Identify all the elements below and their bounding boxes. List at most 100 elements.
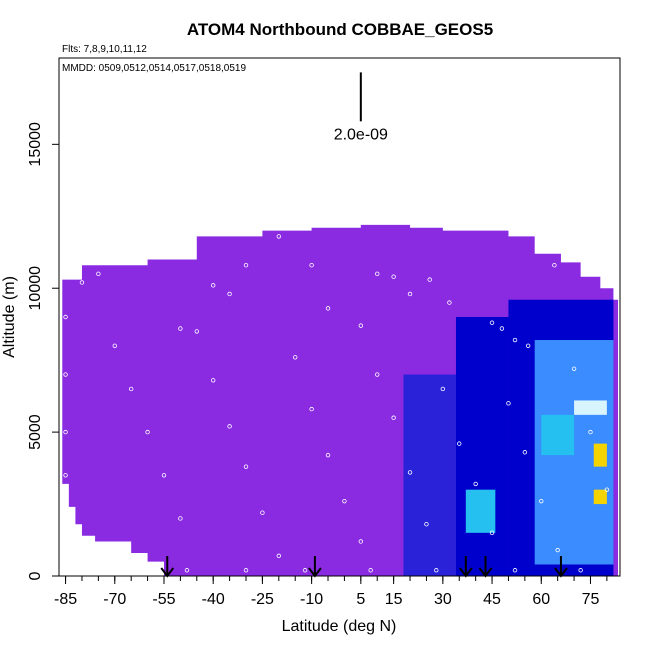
sample-point (243, 464, 249, 469)
x-tick-label: 5 (356, 591, 365, 608)
sample-point (63, 314, 68, 320)
sample-point (178, 326, 183, 331)
sample-point (276, 553, 282, 559)
sample-point (525, 343, 531, 348)
sample-point (184, 568, 190, 573)
sample-point (63, 429, 68, 435)
sample-point (473, 481, 478, 487)
sample-point (325, 306, 331, 311)
sample-point (375, 372, 380, 377)
sample-point (447, 300, 452, 305)
x-tick-label: -55 (152, 591, 175, 608)
sample-point (571, 366, 577, 371)
sample-point (407, 470, 413, 475)
x-tick-label: -25 (251, 591, 274, 608)
x-tick-label: -10 (300, 591, 323, 608)
sample-point (128, 386, 134, 392)
x-tick-label: -40 (202, 591, 225, 608)
sample-point (210, 283, 216, 288)
sample-point (358, 539, 364, 544)
sample-point (293, 355, 298, 360)
sample-point (342, 498, 347, 504)
sample-point (243, 568, 249, 573)
x-tick-label: -70 (103, 591, 126, 608)
sample-point (325, 452, 331, 458)
sample-point (555, 547, 560, 553)
x-tick-label: 45 (483, 591, 501, 608)
sample-point (145, 429, 150, 435)
sample-point (227, 424, 232, 429)
y-axis: 0 5000 10000 15000 (27, 122, 59, 580)
sample-point (63, 473, 68, 478)
concentration-field (62, 224, 618, 576)
sample-point (391, 415, 396, 420)
x-axis-label: Latitude (deg N) (282, 618, 397, 635)
x-axis: -85 -70 -55 -40 -25 -10 5 15 30 45 60 75 (54, 576, 608, 608)
x-tick-label: -85 (54, 591, 77, 608)
dates-note: MMDD: 0509,0512,0514,0517,0518,0519 (62, 63, 246, 74)
sample-point (243, 263, 249, 268)
sample-point (552, 263, 557, 268)
chart-title: ATOM4 Northbound COBBAE_GEOS5 (187, 20, 493, 39)
field-region (403, 374, 456, 576)
field-region (593, 443, 607, 467)
sample-point (161, 248, 167, 254)
y-tick-label: 10000 (27, 266, 44, 311)
sample-point (499, 326, 505, 331)
sample-point (358, 323, 364, 328)
y-tick-label: 5000 (27, 414, 44, 450)
sample-point (512, 568, 518, 573)
field-region (541, 414, 575, 456)
sample-point (604, 487, 610, 492)
sample-point (302, 568, 308, 573)
sample-point (161, 473, 167, 478)
x-tick-label: 15 (385, 591, 403, 608)
x-tick-label: 60 (532, 591, 550, 608)
x-tick-label: 30 (434, 591, 452, 608)
sample-point (227, 291, 232, 297)
sample-point (522, 450, 528, 455)
field-region (593, 489, 607, 505)
y-axis-label: Altitude (m) (1, 276, 18, 358)
sample-point (368, 568, 373, 573)
sample-point (63, 372, 68, 377)
sample-point (210, 378, 216, 383)
x-tick-label: 75 (582, 591, 600, 608)
sample-point (588, 429, 593, 435)
sample-point (457, 441, 462, 446)
field-region (465, 489, 496, 533)
flights-note: Flts: 7,8,9,10,11,12 (62, 44, 147, 55)
field-region (574, 400, 607, 415)
sample-point (309, 406, 314, 412)
sample-point (434, 568, 439, 573)
sample-point (440, 386, 446, 392)
field-region (455, 317, 509, 576)
sample-point (178, 516, 183, 521)
sample-point (138, 257, 144, 262)
sample-point (375, 271, 380, 277)
sample-point (112, 343, 117, 348)
y-tick-label: 0 (27, 571, 44, 580)
sample-point (578, 568, 583, 573)
sample-point (79, 280, 85, 285)
sample-point (427, 277, 432, 282)
sample-points (63, 234, 610, 573)
y-tick-label: 15000 (27, 122, 44, 167)
sample-point (506, 401, 511, 406)
sample-point (539, 498, 544, 504)
sample-point (309, 263, 314, 268)
sample-point (260, 510, 265, 515)
scale-bar-label: 2.0e-09 (334, 126, 388, 143)
sample-point (407, 291, 413, 297)
sample-point (424, 522, 429, 527)
sample-point (489, 530, 495, 536)
sample-point (512, 337, 518, 343)
sample-point (96, 271, 101, 277)
sample-point (489, 320, 495, 325)
sample-point (276, 234, 282, 239)
sample-point (194, 329, 199, 334)
scale-bar: 2.0e-09 (334, 72, 388, 143)
sample-point (112, 260, 117, 265)
sample-point (391, 274, 396, 279)
